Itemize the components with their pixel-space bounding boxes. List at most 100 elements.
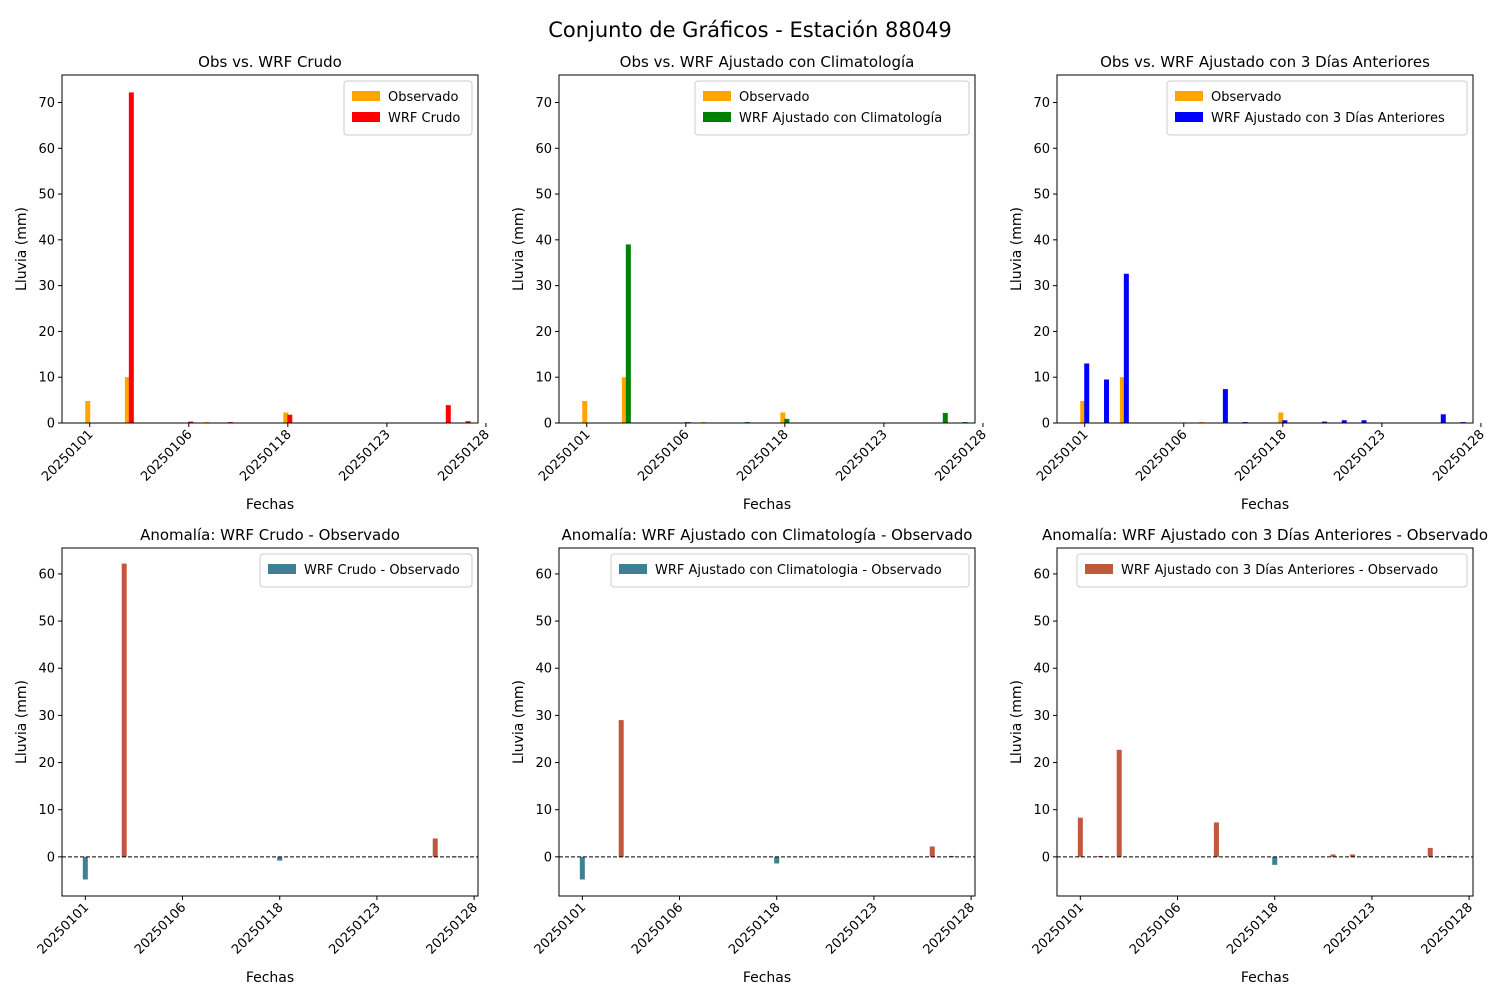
bar-wrf — [287, 414, 293, 423]
bar-observado — [283, 412, 289, 423]
anomaly-bar — [1116, 749, 1122, 857]
bar-wrf — [128, 92, 134, 424]
x-tick-label: 20250128 — [932, 427, 989, 484]
legend-box — [1166, 80, 1468, 136]
y-tick-label: 40 — [535, 233, 552, 248]
x-tick-label: 20250106 — [132, 900, 189, 957]
anomaly-bar — [1349, 854, 1355, 857]
bar-wrf — [1104, 379, 1110, 423]
x-tick-label: 20250118 — [726, 900, 783, 957]
x-axis-label: Fechas — [1241, 970, 1289, 986]
legend-box — [259, 553, 473, 588]
legend-label: WRF Crudo - Observado — [304, 563, 460, 578]
chart-panel-6: Anomalía: WRF Ajustado con 3 Días Anteri… — [1009, 526, 1488, 986]
panel-title: Anomalía: WRF Ajustado con Climatología … — [562, 526, 973, 544]
y-axis-label: Lluvia (mm) — [511, 680, 527, 764]
bar-wrf — [1440, 414, 1446, 423]
panel-title: Obs vs. WRF Ajustado con 3 Días Anterior… — [1100, 53, 1430, 71]
anomaly-bar — [1213, 822, 1219, 857]
y-tick-label: 20 — [1033, 325, 1050, 340]
anomaly-bar — [121, 563, 127, 857]
bar-wrf — [445, 405, 451, 423]
bar-observado — [780, 412, 786, 423]
y-tick-label: 50 — [535, 188, 552, 203]
chart-panel-5: Anomalía: WRF Ajustado con Climatología … — [511, 526, 978, 986]
anomaly-bar — [1427, 847, 1433, 857]
legend: Observado WRF Ajustado con 3 Días Anterio… — [1166, 80, 1468, 136]
legend-box — [610, 553, 970, 588]
x-tick-label: 20250128 — [1419, 900, 1476, 957]
x-tick-label: 20250106 — [635, 427, 692, 484]
y-tick-label: 60 — [38, 142, 55, 157]
legend-label: WRF Ajustado con Climatologia - Observad… — [655, 563, 942, 578]
y-tick-label: 40 — [1033, 662, 1050, 677]
y-tick-label: 50 — [1033, 615, 1050, 630]
x-tick-label: 20250128 — [921, 900, 978, 957]
y-tick-label: 30 — [535, 709, 552, 724]
bar-wrf — [465, 421, 471, 423]
y-tick-label: 10 — [535, 371, 552, 386]
anomaly-bar — [82, 856, 88, 880]
axes-frame — [1056, 547, 1474, 897]
x-axis-label: Fechas — [1241, 497, 1289, 513]
panel-title: Obs vs. WRF Crudo — [198, 53, 342, 71]
legend-label: Observado — [388, 90, 459, 105]
bar-wrf — [1282, 420, 1288, 423]
panel-title: Anomalía: WRF Ajustado con 3 Días Anteri… — [1042, 526, 1488, 544]
bar-observado — [85, 401, 91, 423]
x-tick-label: 20250118 — [1224, 900, 1281, 957]
x-axis-label: Fechas — [246, 497, 294, 513]
legend: Observado WRF Crudo — [343, 80, 473, 136]
bar-wrf — [784, 418, 790, 423]
x-tick-label: 20250118 — [1232, 427, 1289, 484]
y-tick-label: 60 — [535, 142, 552, 157]
x-axis-label: Fechas — [743, 497, 791, 513]
y-tick-label: 50 — [38, 188, 55, 203]
x-axis-label: Fechas — [246, 970, 294, 986]
y-tick-label: 10 — [38, 371, 55, 386]
y-axis-label: Lluvia (mm) — [511, 207, 527, 291]
y-tick-label: 20 — [38, 325, 55, 340]
y-tick-label: 60 — [1033, 567, 1050, 582]
anomaly-bar — [618, 720, 624, 857]
bar-observado — [621, 377, 627, 423]
anomaly-bar — [1077, 817, 1083, 857]
y-tick-label: 30 — [38, 279, 55, 294]
legend-swatch — [268, 564, 296, 574]
bar-wrf — [1341, 420, 1347, 423]
x-tick-label: 20250101 — [1030, 900, 1087, 957]
x-tick-label: 20250128 — [424, 900, 481, 957]
x-tick-label: 20250101 — [39, 427, 96, 484]
legend-swatch — [1085, 564, 1113, 574]
y-tick-label: 50 — [1033, 188, 1050, 203]
y-tick-label: 10 — [1033, 803, 1050, 818]
y-tick-label: 40 — [38, 662, 55, 677]
bar-observado — [1278, 412, 1284, 423]
anomaly-bar — [277, 856, 283, 861]
legend-swatch — [703, 91, 731, 101]
panel-title: Obs vs. WRF Ajustado con Climatología — [620, 53, 915, 71]
y-tick-label: 0 — [47, 850, 55, 865]
legend: WRF Crudo - Observado — [259, 553, 473, 588]
axes-frame — [558, 74, 976, 424]
y-axis-label: Lluvia (mm) — [1009, 207, 1025, 291]
y-tick-label: 60 — [1033, 142, 1050, 157]
legend-swatch — [619, 564, 647, 574]
x-tick-label: 20250118 — [237, 427, 294, 484]
chart-panel-2: Obs vs. WRF Ajustado con Climatología 0 10… — [511, 53, 990, 513]
bar-observado — [124, 377, 130, 423]
x-tick-label: 20250101 — [536, 427, 593, 484]
y-tick-label: 30 — [38, 709, 55, 724]
x-tick-label: 20250123 — [336, 427, 393, 484]
anomaly-bar — [579, 856, 585, 880]
bar-wrf — [942, 412, 948, 423]
y-tick-label: 30 — [535, 279, 552, 294]
legend-box — [1076, 553, 1468, 588]
y-tick-label: 0 — [544, 850, 552, 865]
legend-swatch — [1175, 91, 1203, 101]
legend-label: WRF Crudo — [388, 111, 460, 126]
y-tick-label: 50 — [535, 615, 552, 630]
legend-swatch — [352, 91, 380, 101]
legend-label: WRF Ajustado con 3 Días Anteriores — [1211, 111, 1445, 126]
